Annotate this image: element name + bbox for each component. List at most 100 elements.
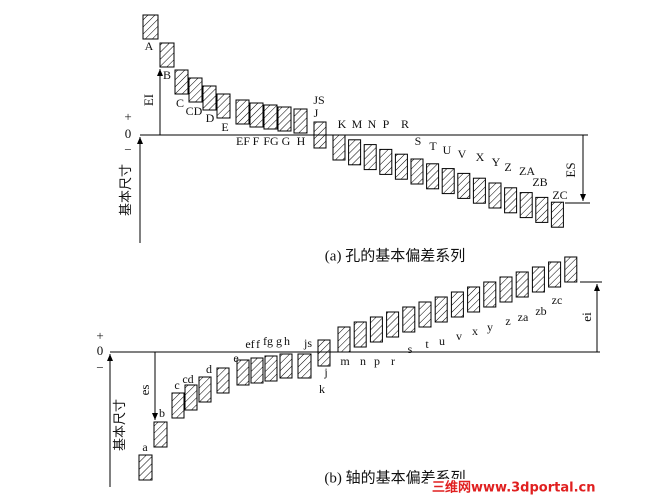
zone-label: D: [206, 111, 215, 125]
zone-label: ZB: [532, 175, 547, 189]
zone-label: R: [401, 117, 409, 131]
caption: (a) 孔的基本偏差系列: [325, 247, 465, 264]
tolerance-zone: [216, 93, 231, 119]
zone-label: k: [319, 382, 325, 396]
tolerance-zone: [332, 134, 346, 161]
zone-label: zc: [552, 293, 563, 307]
plus: +: [96, 328, 103, 343]
tolerance-zone: [277, 106, 292, 132]
tolerance-zone: [457, 172, 471, 199]
zone-label: b: [159, 406, 165, 420]
tolerance-zone: [394, 153, 408, 180]
zone-label: za: [518, 310, 529, 324]
tolerance-zone: [550, 201, 564, 228]
zone-label: Z: [504, 160, 511, 174]
zone-label: a: [142, 440, 148, 454]
plus: +: [124, 109, 131, 124]
tolerance-zone: [297, 353, 312, 379]
zone-label: S: [415, 134, 422, 148]
tolerance-zone: [519, 192, 533, 219]
tolerance-zone: [216, 367, 230, 394]
tolerance-zone: [548, 261, 562, 288]
tolerance-zone: [353, 321, 367, 348]
zone-label: j: [323, 365, 327, 379]
zone-label: t: [425, 337, 429, 351]
zone-label: f: [256, 337, 260, 351]
zone-label: P: [383, 117, 390, 131]
zone-label: G: [282, 134, 291, 148]
tolerance-zone: [264, 355, 278, 382]
tolerance-zone: [142, 14, 159, 40]
zone-label: ZA: [519, 164, 535, 178]
tolerance-zone: [171, 392, 185, 419]
zone-label: y: [487, 320, 493, 334]
tolerance-zone: [515, 271, 529, 298]
zone-label: h: [284, 334, 290, 348]
zone-label: r: [391, 354, 395, 368]
tolerance-zone: [313, 121, 327, 149]
zone-label: g: [276, 334, 282, 348]
zone-label: C: [176, 96, 184, 110]
zone-label: v: [456, 329, 462, 343]
tolerance-zone: [153, 421, 168, 448]
tolerance-zone: [499, 276, 513, 303]
zone-label: d: [206, 362, 212, 376]
tolerance-zone: [410, 158, 424, 185]
basic-size: 基本尺寸: [112, 399, 127, 451]
es-label: ES: [563, 162, 578, 177]
zone-label: B: [163, 68, 171, 82]
ei-label: EI: [141, 94, 156, 106]
tolerance-zone: [450, 291, 464, 318]
tolerance-zone: [386, 311, 400, 338]
tolerance-zone: [188, 77, 203, 103]
zone-label: M: [352, 117, 363, 131]
zone-label: zb: [535, 304, 546, 318]
zone-label: u: [439, 334, 445, 348]
zone-label: CD: [186, 104, 203, 118]
zone-label: U: [443, 143, 452, 157]
tolerance-zone: [317, 339, 331, 367]
tolerance-zone: [402, 306, 416, 333]
basic-size: 基本尺寸: [118, 164, 133, 216]
zone-label: m: [340, 354, 350, 368]
zone-label: ef: [245, 337, 254, 351]
tolerance-zone: [159, 42, 175, 68]
tolerance-zone: [418, 301, 432, 328]
zone-label: EF: [236, 134, 250, 148]
zone-label: K: [338, 117, 347, 131]
zone-label: fg: [263, 334, 273, 348]
watermark-bg: [428, 479, 633, 496]
tolerance-zone: [379, 148, 393, 175]
zone-label: s: [408, 342, 413, 356]
tolerance-zone: [363, 144, 377, 171]
zone-label: FG: [263, 134, 279, 148]
zone-label: H: [297, 134, 306, 148]
tolerance-zone: [504, 187, 518, 214]
tolerance-zone: [235, 99, 250, 125]
zone-label: p: [374, 354, 380, 368]
zero: 0: [125, 126, 132, 141]
tolerance-zone: [535, 196, 549, 223]
zone-label: J: [314, 106, 319, 120]
tolerance-zone: [198, 376, 212, 403]
tolerance-zone: [441, 168, 455, 195]
zero: 0: [97, 343, 104, 358]
tolerance-zone: [369, 316, 383, 343]
tolerance-zone: [472, 177, 486, 204]
tolerance-zone: [250, 357, 264, 384]
zone-label: z: [505, 314, 510, 328]
tolerance-zone: [279, 353, 293, 379]
tolerance-zone: [426, 163, 440, 190]
tolerance-zone: [263, 104, 278, 130]
zone-label: cd: [182, 372, 193, 386]
zone-label: A: [145, 39, 154, 53]
tolerance-zone: [236, 359, 250, 386]
zone-label: ZC: [552, 188, 567, 202]
tolerance-zone: [488, 182, 502, 209]
zone-label: X: [476, 150, 485, 164]
zone-label: js: [303, 336, 312, 350]
zone-label: x: [472, 324, 478, 338]
zone-label: T: [429, 139, 437, 153]
zone-label: e: [233, 351, 238, 365]
es-label: es: [137, 385, 152, 396]
